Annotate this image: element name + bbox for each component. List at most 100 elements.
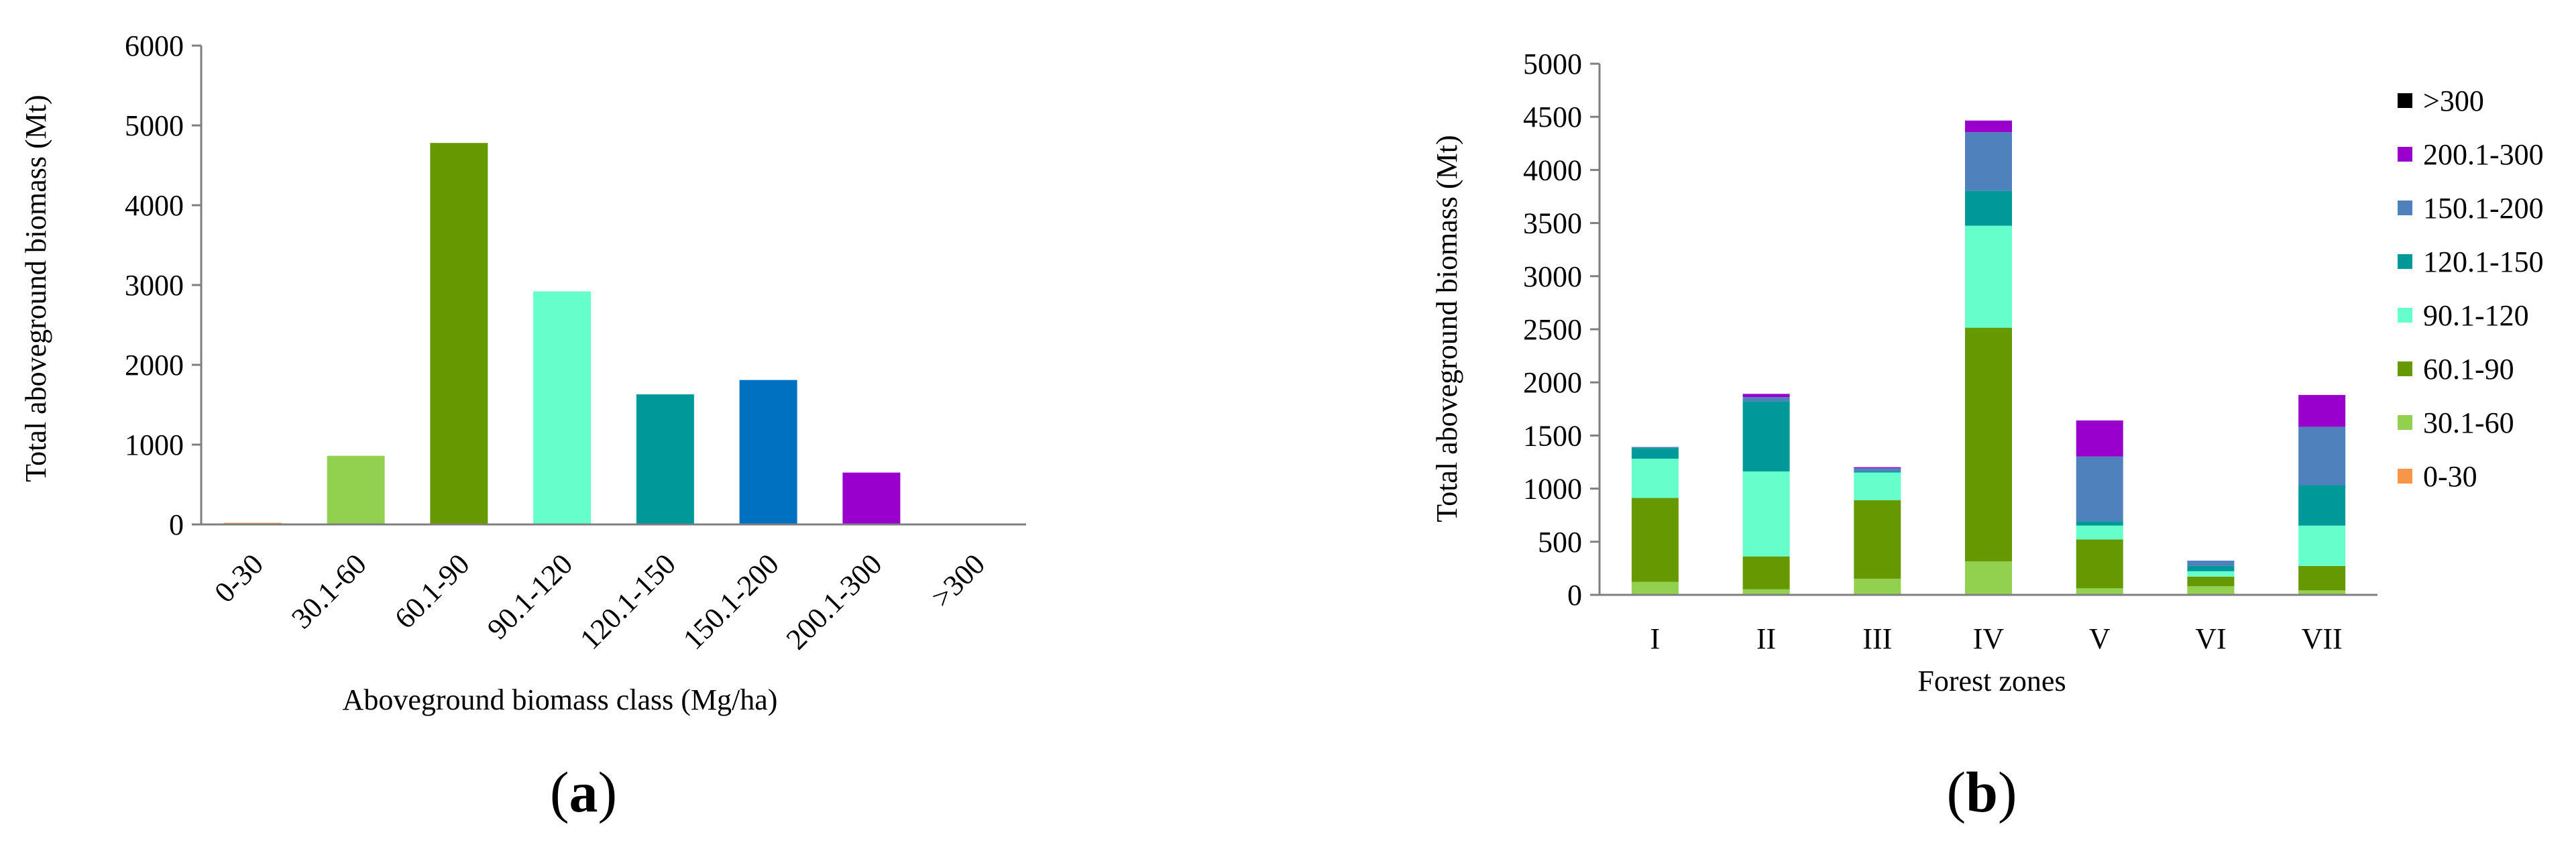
chart-b-y-tick-label: 4000	[1523, 154, 1582, 186]
chart-b-x-tick-label: II	[1756, 622, 1776, 655]
chart-b-y-tick-label: 4500	[1523, 101, 1582, 133]
chart-b-bar-segment	[1631, 581, 1679, 595]
chart-b-bar-segment	[2298, 485, 2346, 526]
chart-b-legend-label: 120.1-150	[2423, 245, 2544, 278]
chart-a-y-tick-label: 3000	[125, 269, 184, 302]
chart-a-x-tick-label: >300	[925, 547, 991, 614]
chart-b-bar-segment	[2187, 576, 2235, 587]
chart-b-x-tick-label: III	[1862, 622, 1892, 655]
chart-b-legend-swatch	[2398, 469, 2412, 484]
chart-a-x-tick-label: 30.1-60	[285, 547, 373, 635]
chart-b-bar-segment	[1742, 589, 1790, 595]
chart-b-y-tick-label: 3000	[1523, 260, 1582, 293]
chart-b-bar-segment	[1854, 467, 1901, 469]
chart-a-x-tick-label: 150.1-200	[677, 547, 785, 656]
chart-b-ylabel: Total aboveground biomass (Mt)	[1431, 135, 1463, 522]
chart-a-y-tick-label: 1000	[125, 429, 184, 461]
chart-b-x-tick-label: VI	[2195, 622, 2226, 655]
chart-b-legend-swatch	[2398, 201, 2412, 215]
chart-b-legend: >300 200.1-300 150.1-200 120.1-150 90.1-120 6…	[2398, 84, 2544, 493]
chart-b-x-tick-label: IV	[1973, 622, 2005, 655]
chart-a-bar	[842, 472, 901, 524]
chart-a: 0-30 30.1-60 60.1-90 90.1-120120.1-150150.1…	[19, 30, 1026, 824]
chart-b-bar-segment	[1631, 498, 1679, 582]
chart-b-bar-segment	[1965, 561, 2012, 595]
chart-b-bar-segment	[1631, 448, 1679, 459]
chart-b-x-tick-label: I	[1650, 622, 1661, 655]
chart-a-x-tick-label: 90.1-120	[481, 547, 579, 645]
chart-b-panel-label: (b)	[1946, 760, 2017, 824]
chart-b-legend-swatch	[2398, 308, 2412, 323]
chart-b-bar-segment	[1965, 190, 2012, 226]
chart-b-bar-segment	[2187, 586, 2235, 595]
chart-a-x-tick-label: 60.1-90	[388, 547, 476, 635]
chart-b-bar-segment	[2076, 525, 2123, 540]
chart-a-panel-label: (a)	[550, 760, 617, 824]
chart-b-y-tick-label: 1500	[1523, 419, 1582, 452]
chart-a-x-tick-label: 200.1-300	[780, 547, 889, 656]
chart-b-legend-label: 30.1-60	[2423, 406, 2514, 439]
chart-b-bar-segment	[2076, 521, 2123, 526]
chart-b-bar-segment	[1631, 447, 1679, 449]
chart-b-bar-segment	[2298, 590, 2346, 595]
chart-b: I II III IV V VI VII05001000150020002500300035…	[1431, 48, 2544, 824]
chart-a-bars	[223, 143, 901, 524]
chart-a-bar	[430, 143, 488, 524]
chart-b-legend-label: 0-30	[2423, 460, 2477, 493]
chart-b-bar-segment	[2298, 565, 2346, 591]
chart-b-bar-segment	[1854, 578, 1901, 595]
chart-b-bars	[1631, 120, 2346, 595]
chart-b-y-tick-label: 500	[1538, 526, 1582, 559]
chart-b-legend-label: 90.1-120	[2423, 299, 2529, 332]
chart-b-bar-segment	[1965, 225, 2012, 328]
chart-b-bar-segment	[1854, 468, 1901, 471]
chart-b-bar-segment	[1965, 120, 2012, 133]
chart-b-bar-segment	[1742, 394, 1790, 398]
chart-a-x-tick-label: 0-30	[208, 547, 270, 609]
chart-b-bar-segment	[1631, 458, 1679, 498]
chart-b-bar-segment	[1742, 401, 1790, 471]
chart-a-x-tick-label: 120.1-150	[573, 547, 682, 656]
chart-b-bar-segment	[2298, 427, 2346, 486]
chart-b-bar-segment	[2076, 539, 2123, 589]
chart-b-panel-letter: b	[1966, 760, 1998, 824]
chart-b-bar-segment	[1742, 556, 1790, 589]
chart-b-y-tick-label: 2500	[1523, 313, 1582, 346]
chart-b-x-tick-label: V	[2089, 622, 2111, 655]
chart-b-bar-segment	[2187, 560, 2235, 566]
chart-b-bar-segment	[1854, 471, 1901, 473]
chart-b-bar-segment	[2076, 420, 2123, 457]
chart-a-bar	[739, 380, 797, 524]
chart-b-y-tick-label: 5000	[1523, 48, 1582, 80]
chart-b-bar-segment	[2187, 571, 2235, 577]
chart-b-bar-segment	[1965, 327, 2012, 562]
chart-b-y-tick-label: 1000	[1523, 473, 1582, 506]
chart-b-bar-segment	[2298, 525, 2346, 566]
chart-a-y-tick-label: 0	[169, 508, 184, 541]
chart-b-legend-label: 150.1-200	[2423, 192, 2544, 225]
chart-b-y-tick-label: 3500	[1523, 207, 1582, 240]
chart-b-y-tick-label: 2000	[1523, 366, 1582, 399]
chart-b-bar-segment	[1854, 500, 1901, 579]
chart-b-bar-segment	[1742, 397, 1790, 402]
chart-b-x-tick-label: VII	[2302, 622, 2343, 655]
chart-a-bar	[533, 291, 592, 524]
chart-a-ylabel: Total aboveground biomass (Mt)	[19, 95, 52, 482]
chart-b-legend-swatch	[2398, 147, 2412, 162]
chart-b-bar-segment	[2298, 394, 2346, 427]
chart-b-legend-label: 60.1-90	[2423, 353, 2514, 386]
chart-b-legend-swatch	[2398, 93, 2412, 108]
chart-a-bar	[327, 455, 385, 524]
chart-b-legend-swatch	[2398, 254, 2412, 269]
chart-a-panel-letter: a	[569, 760, 598, 824]
chart-b-axes: I II III IV V VI VII05001000150020002500300035…	[1523, 48, 2377, 655]
chart-b-xlabel: Forest zones	[1917, 665, 2066, 697]
chart-b-legend-swatch	[2398, 361, 2412, 376]
chart-a-y-tick-label: 6000	[125, 30, 184, 62]
chart-b-bar-segment	[2076, 456, 2123, 522]
chart-b-bar-segment	[2187, 565, 2235, 571]
chart-a-y-tick-label: 5000	[125, 109, 184, 142]
chart-b-legend-swatch	[2398, 415, 2412, 430]
chart-a-y-tick-label: 2000	[125, 349, 184, 382]
